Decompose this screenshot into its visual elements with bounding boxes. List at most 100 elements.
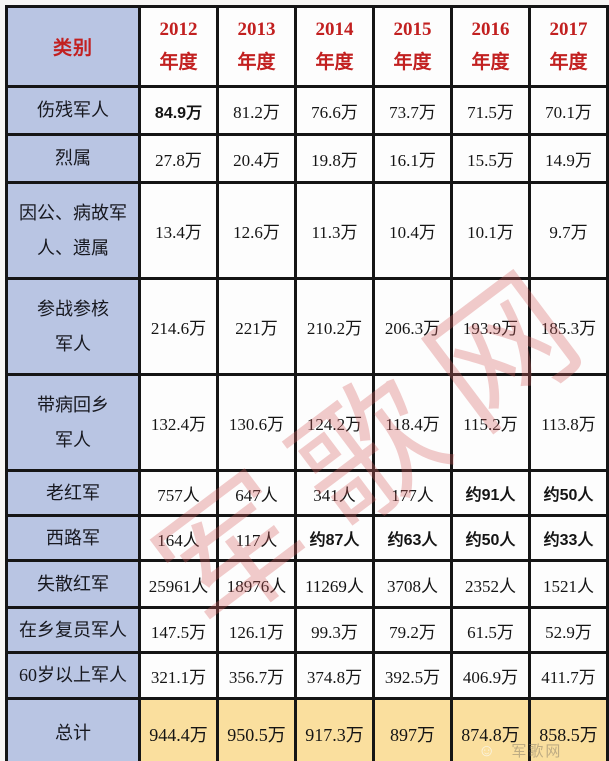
data-cell: 177人	[372, 469, 453, 517]
data-cell: 约63人	[372, 514, 453, 562]
data-cell: 406.9万	[450, 651, 531, 700]
row-category-cell: 总计	[5, 697, 141, 761]
data-cell: 约87人	[294, 514, 375, 562]
row-category-cell: 失散红军	[5, 559, 141, 609]
data-cell: 12.6万	[216, 181, 297, 280]
table-row: 伤残军人 84.9万 81.2万 76.6万 73.7万 71.5万 70.1万	[5, 85, 609, 136]
data-cell: 9.7万	[528, 181, 609, 280]
data-cell: 132.4万	[138, 373, 219, 472]
year-header-cell: 2017 年度	[528, 5, 609, 88]
data-cell: 164人	[138, 514, 219, 562]
table-row: 西路军 164人 117人 约87人 约63人 约50人 约33人	[5, 514, 609, 562]
data-cell: 757人	[138, 469, 219, 517]
statistics-table: 类别 2012 年度 2013 年度 2014 年度 2015 年度 2016 年度 2017 年度 …	[5, 5, 609, 761]
data-cell: 70.1万	[528, 85, 609, 136]
row-category-cell: 带病回乡 军人	[5, 373, 141, 472]
data-cell: 10.4万	[372, 181, 453, 280]
data-cell: 99.3万	[294, 606, 375, 654]
data-cell: 约33人	[528, 514, 609, 562]
year-header-cell: 2016 年度	[450, 5, 531, 88]
data-cell: 10.1万	[450, 181, 531, 280]
data-cell: 858.5万	[528, 697, 609, 761]
table-row: 烈属 27.8万 20.4万 19.8万 16.1万 15.5万 14.9万	[5, 133, 609, 184]
row-category-cell: 60岁以上军人	[5, 651, 141, 700]
data-cell: 221万	[216, 277, 297, 376]
data-cell: 126.1万	[216, 606, 297, 654]
data-cell: 897万	[372, 697, 453, 761]
data-cell: 950.5万	[216, 697, 297, 761]
data-cell: 193.9万	[450, 277, 531, 376]
data-cell: 206.3万	[372, 277, 453, 376]
year-number: 2015	[393, 19, 432, 41]
data-cell: 79.2万	[372, 606, 453, 654]
data-cell: 19.8万	[294, 133, 375, 184]
data-cell: 2352人	[450, 559, 531, 609]
data-cell: 16.1万	[372, 133, 453, 184]
data-cell: 115.2万	[450, 373, 531, 472]
data-cell: 约50人	[528, 469, 609, 517]
data-cell: 185.3万	[528, 277, 609, 376]
year-suffix: 年度	[393, 51, 432, 73]
data-cell: 15.5万	[450, 133, 531, 184]
data-cell: 27.8万	[138, 133, 219, 184]
data-cell: 130.6万	[216, 373, 297, 472]
data-cell: 约91人	[450, 469, 531, 517]
table-row: 带病回乡 军人 132.4万 130.6万 124.2万 118.4万 115.2万 113…	[5, 373, 609, 472]
data-cell: 118.4万	[372, 373, 453, 472]
data-cell: 25961人	[138, 559, 219, 609]
table-row: 参战参核 军人 214.6万 221万 210.2万 206.3万 193.9万 185.3…	[5, 277, 609, 376]
data-cell: 约50人	[450, 514, 531, 562]
table-row: 老红军 757人 647人 341人 177人 约91人 约50人	[5, 469, 609, 517]
total-row: 总计 944.4万 950.5万 917.3万 897万 874.8万 858.5万	[5, 697, 609, 761]
row-category-cell: 伤残军人	[5, 85, 141, 136]
data-cell: 113.8万	[528, 373, 609, 472]
data-cell: 11269人	[294, 559, 375, 609]
data-cell: 71.5万	[450, 85, 531, 136]
data-cell: 374.8万	[294, 651, 375, 700]
year-suffix: 年度	[315, 51, 354, 73]
data-cell: 13.4万	[138, 181, 219, 280]
category-header-cell: 类别	[5, 5, 141, 88]
data-cell: 917.3万	[294, 697, 375, 761]
data-cell: 356.7万	[216, 651, 297, 700]
year-number: 2014	[315, 19, 354, 41]
table-row: 因公、病故军 人、遗属 13.4万 12.6万 11.3万 10.4万 10.1万 9.7万	[5, 181, 609, 280]
year-suffix: 年度	[471, 51, 510, 73]
table-row: 失散红军 25961人 18976人 11269人 3708人 2352人 1521人	[5, 559, 609, 609]
data-cell: 944.4万	[138, 697, 219, 761]
year-number: 2012	[159, 19, 198, 41]
row-category-cell: 因公、病故军 人、遗属	[5, 181, 141, 280]
data-cell: 1521人	[528, 559, 609, 609]
data-cell: 81.2万	[216, 85, 297, 136]
year-suffix: 年度	[549, 51, 588, 73]
data-cell: 20.4万	[216, 133, 297, 184]
data-cell: 18976人	[216, 559, 297, 609]
data-cell: 11.3万	[294, 181, 375, 280]
year-number: 2013	[237, 19, 276, 41]
table-header-row: 类别 2012 年度 2013 年度 2014 年度 2015 年度 2016 年度 2017 年度	[5, 5, 609, 88]
row-category-cell: 老红军	[5, 469, 141, 517]
row-category-cell: 参战参核 军人	[5, 277, 141, 376]
data-cell: 124.2万	[294, 373, 375, 472]
data-cell: 392.5万	[372, 651, 453, 700]
row-category-cell: 烈属	[5, 133, 141, 184]
row-category-cell: 在乡复员军人	[5, 606, 141, 654]
year-suffix: 年度	[237, 51, 276, 73]
table-row: 60岁以上军人 321.1万 356.7万 374.8万 392.5万 406.9万 411…	[5, 651, 609, 700]
data-cell: 61.5万	[450, 606, 531, 654]
data-cell: 147.5万	[138, 606, 219, 654]
year-suffix: 年度	[159, 51, 198, 73]
data-cell: 117人	[216, 514, 297, 562]
row-category-cell: 西路军	[5, 514, 141, 562]
data-cell: 647人	[216, 469, 297, 517]
data-cell: 411.7万	[528, 651, 609, 700]
data-cell: 76.6万	[294, 85, 375, 136]
data-cell: 341人	[294, 469, 375, 517]
year-header-cell: 2015 年度	[372, 5, 453, 88]
data-cell: 3708人	[372, 559, 453, 609]
year-number: 2016	[471, 19, 510, 41]
year-header-cell: 2013 年度	[216, 5, 297, 88]
table-row: 在乡复员军人 147.5万 126.1万 99.3万 79.2万 61.5万 52.9万	[5, 606, 609, 654]
year-header-cell: 2014 年度	[294, 5, 375, 88]
